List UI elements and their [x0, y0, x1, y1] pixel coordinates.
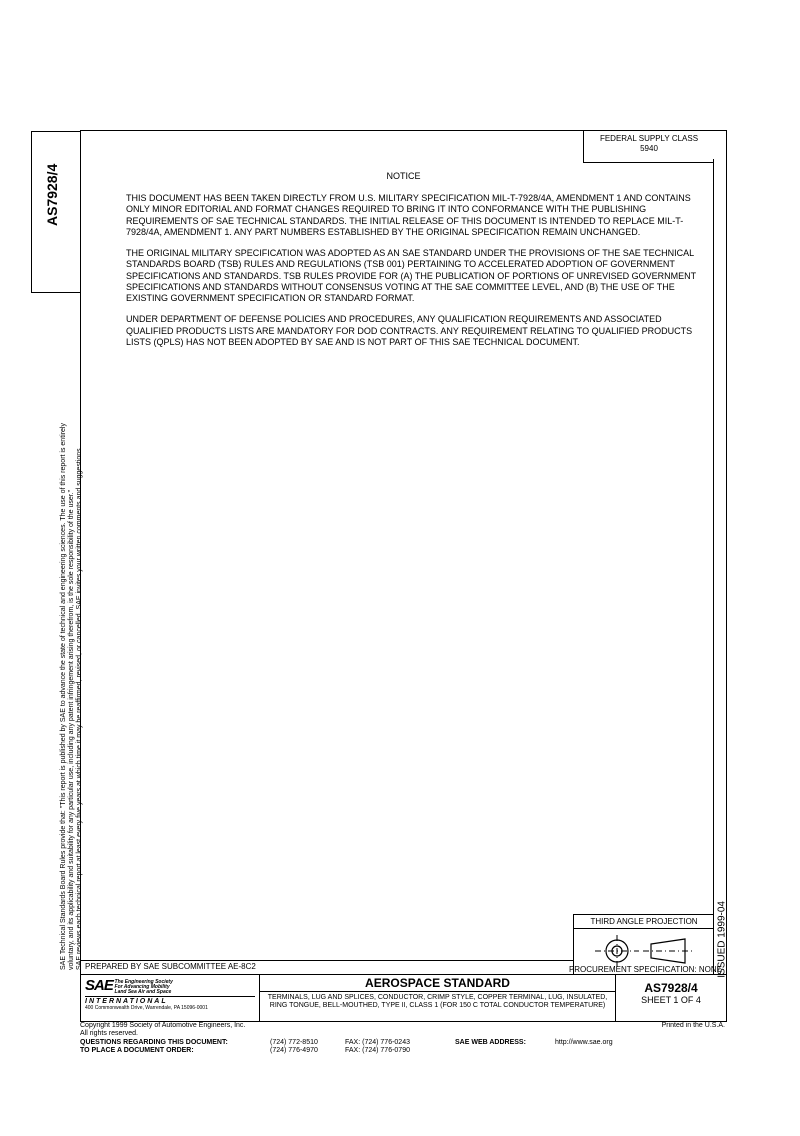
printed-in-usa: Printed in the U.S.A.: [662, 1022, 725, 1030]
web-url: http://www.sae.org: [555, 1039, 613, 1047]
prepared-by: PREPARED BY SAE SUBCOMMITTEE AE-8C2: [81, 960, 574, 975]
doc-number: AS7928/4: [616, 981, 726, 995]
standard-subtitle: TERMINALS, LUG AND SPLICES, CONDUCTOR, C…: [260, 992, 615, 1013]
questions-fax: FAX: (724) 776-0243: [345, 1039, 455, 1047]
questions-label: QUESTIONS REGARDING THIS DOCUMENT:: [80, 1039, 270, 1047]
sae-address: 400 Commonwealth Drive, Warrendale, PA 1…: [85, 1006, 255, 1012]
notice-p3: UNDER DEPARTMENT OF DEFENSE POLICIES AND…: [126, 314, 706, 348]
copyright: Copyright 1999 Society of Automotive Eng…: [80, 1022, 245, 1029]
right-margin-band: [713, 159, 726, 975]
notice-heading: NOTICE: [81, 171, 726, 181]
title-block: SAE The Engineering Society For Advancin…: [81, 974, 726, 1021]
sae-logo: SAE: [85, 977, 113, 994]
notice-body: THIS DOCUMENT HAS BEEN TAKEN DIRECTLY FR…: [81, 193, 726, 348]
projection-label: THIRD ANGLE PROJECTION: [574, 915, 714, 929]
notice-p2: THE ORIGINAL MILITARY SPECIFICATION WAS …: [126, 248, 706, 304]
sae-tagline: The Engineering Society For Advancing Mo…: [115, 980, 173, 995]
sidebar-disclaimer-1: SAE Technical Standards Board Rules prov…: [60, 423, 77, 970]
order-label: TO PLACE A DOCUMENT ORDER:: [80, 1047, 270, 1055]
rights-reserved: All rights reserved.: [80, 1030, 725, 1038]
order-fax: FAX: (724) 776-0790: [345, 1047, 455, 1055]
standard-title-cell: AEROSPACE STANDARD TERMINALS, LUG AND SP…: [260, 975, 616, 1021]
questions-phone: (724) 772-8510: [270, 1039, 345, 1047]
sae-logo-cell: SAE The Engineering Society For Advancin…: [81, 975, 260, 1021]
doc-number-cell: AS7928/4 SHEET 1 OF 4: [616, 975, 726, 1021]
order-phone: (724) 776-4970: [270, 1047, 345, 1055]
web-label: SAE WEB ADDRESS:: [455, 1039, 555, 1047]
sheet-number: SHEET 1 OF 4: [616, 995, 726, 1005]
document-frame: AS7928/4 FEDERAL SUPPLY CLASS 5940 ISSUE…: [80, 130, 727, 1022]
page-footer: Copyright 1999 Society of Automotive Eng…: [80, 1022, 725, 1056]
federal-supply-class: FEDERAL SUPPLY CLASS 5940: [583, 131, 714, 163]
standard-title: AEROSPACE STANDARD: [260, 975, 615, 992]
notice-p1: THIS DOCUMENT HAS BEEN TAKEN DIRECTLY FR…: [126, 193, 706, 238]
doc-id: AS7928/4: [44, 164, 60, 226]
